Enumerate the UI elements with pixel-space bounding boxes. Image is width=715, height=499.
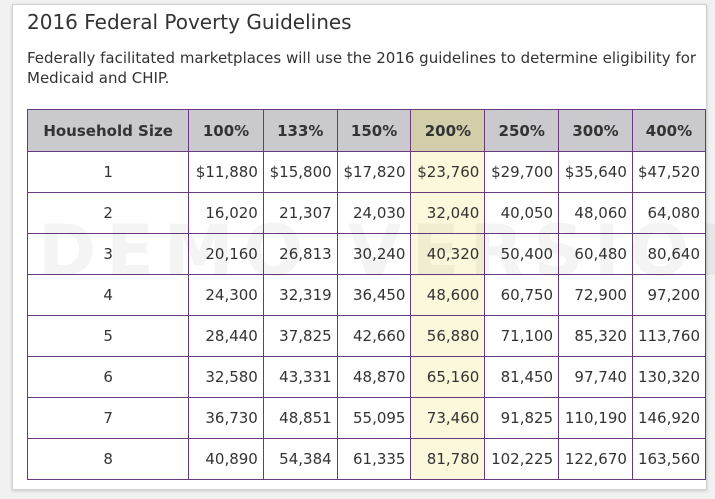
header-150: 150% xyxy=(336,109,412,152)
table-row: 3 20,160 26,813 30,240 40,320 50,400 60,480 80,… xyxy=(26,233,707,275)
header-250: 250% xyxy=(484,109,560,152)
table-cell: 40,890 xyxy=(188,438,264,480)
table-row: 7 36,730 48,851 55,095 73,460 91,825 110,190 14… xyxy=(26,397,707,439)
table-row: 2 16,020 21,307 24,030 32,040 40,050 48,060 64,… xyxy=(26,192,707,234)
table-cell: 48,870 xyxy=(336,356,412,398)
table-row: 6 32,580 43,331 48,870 65,160 81,450 97,740 130… xyxy=(26,356,707,398)
table-cell: 26,813 xyxy=(262,233,338,275)
table-cell: 163,560 xyxy=(631,438,707,480)
table-cell: 113,760 xyxy=(631,315,707,357)
table-cell: 71,100 xyxy=(484,315,560,357)
table-cell: 61,335 xyxy=(336,438,412,480)
table-cell: $15,800 xyxy=(262,151,338,193)
header-household-size: Household Size xyxy=(26,109,190,152)
table-cell: $35,640 xyxy=(558,151,633,193)
table-cell: $23,760 xyxy=(410,151,486,193)
table-cell: 40,320 xyxy=(410,233,486,275)
header-100: 100% xyxy=(188,109,264,152)
table-cell: 81,450 xyxy=(484,356,560,398)
household-size-cell: 5 xyxy=(26,315,190,357)
table-cell: 48,600 xyxy=(410,274,486,316)
table-cell: 48,060 xyxy=(558,192,633,234)
table-cell: 65,160 xyxy=(410,356,486,398)
table-cell: 60,750 xyxy=(484,274,560,316)
table-cell: 24,300 xyxy=(188,274,264,316)
table-cell: 130,320 xyxy=(631,356,707,398)
table-cell: $29,700 xyxy=(484,151,560,193)
table-cell: 20,160 xyxy=(188,233,264,275)
household-size-cell: 1 xyxy=(26,151,190,193)
table-cell: 85,320 xyxy=(558,315,633,357)
table-cell: 91,825 xyxy=(484,397,560,439)
table-cell: 24,030 xyxy=(336,192,412,234)
table-cell: 97,200 xyxy=(631,274,707,316)
header-133: 133% xyxy=(262,109,338,152)
table-cell: 102,225 xyxy=(484,438,560,480)
table-cell: 32,040 xyxy=(410,192,486,234)
table-cell: 28,440 xyxy=(188,315,264,357)
table-cell: 56,880 xyxy=(410,315,486,357)
household-size-cell: 8 xyxy=(26,438,190,480)
table-cell: 36,450 xyxy=(336,274,412,316)
page-title: 2016 Federal Poverty Guidelines xyxy=(27,10,352,34)
header-300: 300% xyxy=(558,109,633,152)
table-cell: $11,880 xyxy=(188,151,264,193)
table-cell: 146,920 xyxy=(631,397,707,439)
guidelines-card: 2016 Federal Poverty Guidelines Federall… xyxy=(12,4,715,490)
household-size-cell: 7 xyxy=(26,397,190,439)
table-header-row: Household Size 100% 133% 150% 200% 250% … xyxy=(26,109,707,152)
poverty-guidelines-table: Household Size 100% 133% 150% 200% 250% … xyxy=(26,109,707,480)
table-cell: 110,190 xyxy=(558,397,633,439)
header-200: 200% xyxy=(410,109,486,152)
table-cell: 16,020 xyxy=(188,192,264,234)
household-size-cell: 6 xyxy=(26,356,190,398)
table-cell: 73,460 xyxy=(410,397,486,439)
table-cell: 40,050 xyxy=(484,192,560,234)
table-cell: 64,080 xyxy=(631,192,707,234)
table-cell: $47,520 xyxy=(631,151,707,193)
table-cell: 60,480 xyxy=(558,233,633,275)
table-cell: 32,580 xyxy=(188,356,264,398)
table-cell: 122,670 xyxy=(558,438,633,480)
table-cell: 32,319 xyxy=(262,274,338,316)
household-size-cell: 2 xyxy=(26,192,190,234)
household-size-cell: 3 xyxy=(26,233,190,275)
table-cell: 21,307 xyxy=(262,192,338,234)
table-cell: 30,240 xyxy=(336,233,412,275)
table-cell: 81,780 xyxy=(410,438,486,480)
table-row: 5 28,440 37,825 42,660 56,880 71,100 85,320 113… xyxy=(26,315,707,357)
household-size-cell: 4 xyxy=(26,274,190,316)
table-cell: 55,095 xyxy=(336,397,412,439)
table-cell: $17,820 xyxy=(336,151,412,193)
table-row: 8 40,890 54,384 61,335 81,780 102,225 122,670 1… xyxy=(26,438,707,480)
table-cell: 43,331 xyxy=(262,356,338,398)
table-cell: 80,640 xyxy=(631,233,707,275)
table-cell: 54,384 xyxy=(262,438,338,480)
table-cell: 37,825 xyxy=(262,315,338,357)
table-row: 1 $11,880 $15,800 $17,820 $23,760 $29,700 $35,… xyxy=(26,151,707,193)
description-text: Federally facilitated marketplaces will … xyxy=(27,49,697,87)
table-cell: 97,740 xyxy=(558,356,633,398)
table-cell: 42,660 xyxy=(336,315,412,357)
table-cell: 36,730 xyxy=(188,397,264,439)
table-cell: 72,900 xyxy=(558,274,633,316)
table-row: 4 24,300 32,319 36,450 48,600 60,750 72,900 97,… xyxy=(26,274,707,316)
header-400: 400% xyxy=(631,109,707,152)
table-cell: 50,400 xyxy=(484,233,560,275)
table-cell: 48,851 xyxy=(262,397,338,439)
